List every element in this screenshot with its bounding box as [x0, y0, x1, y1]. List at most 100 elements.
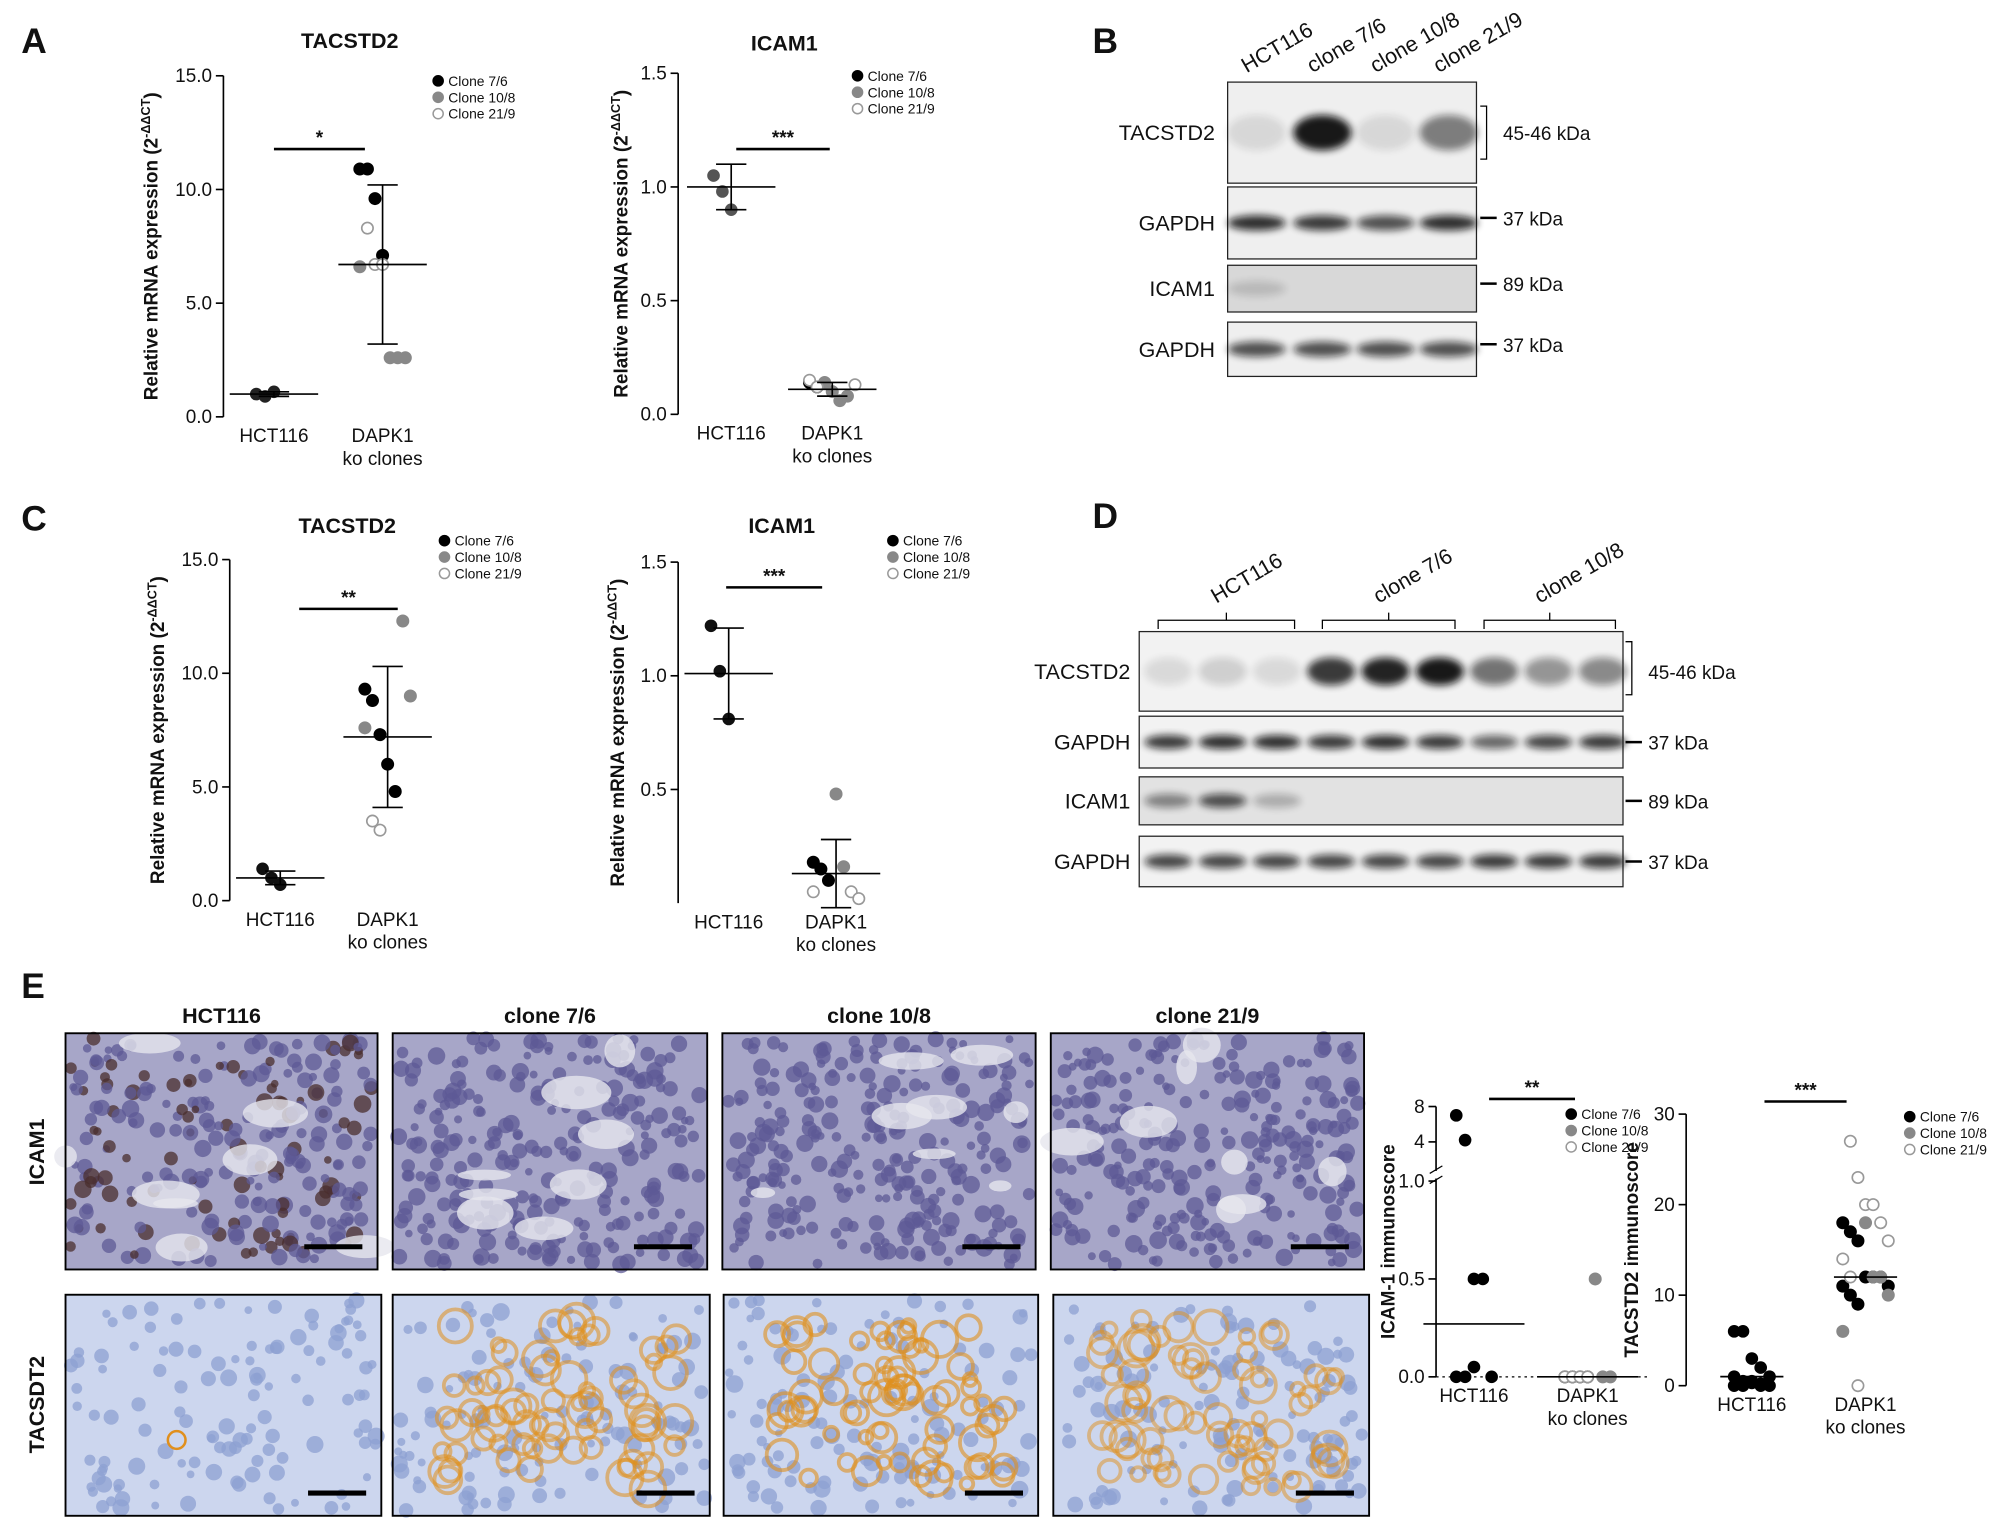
nucleus: [934, 1300, 947, 1313]
nucleus: [476, 1107, 486, 1117]
nucleus: [1073, 1355, 1090, 1372]
y-tick-label: 0.0: [192, 891, 218, 912]
nucleus: [310, 1214, 326, 1230]
nucleus: [437, 1233, 454, 1250]
error-bar: [820, 838, 852, 909]
nucleus: [84, 1454, 96, 1466]
nucleus: [320, 1173, 330, 1183]
nucleus: [883, 1075, 901, 1093]
nucleus: [1287, 1210, 1295, 1218]
x-tick-label: HCT116: [1439, 1386, 1508, 1407]
stain: [850, 1455, 883, 1488]
y-axis-label-part: Relative mRNA expression (2: [612, 135, 633, 397]
nucleus: [1319, 1186, 1337, 1204]
nucleus: [864, 1088, 876, 1099]
nucleus: [827, 1168, 837, 1177]
nucleus: [592, 1054, 602, 1064]
stroma: [118, 1032, 181, 1054]
nucleus: [610, 1426, 625, 1441]
legend-marker: [887, 551, 899, 563]
y-tick-label: 15.0: [182, 550, 219, 571]
y-tick-label: 0.5: [640, 291, 666, 312]
stain: [570, 1394, 589, 1413]
nucleus: [218, 1418, 235, 1435]
nucleus: [244, 1306, 253, 1315]
y-axis-label-part: Relative mRNA expression (2: [142, 138, 163, 400]
nucleus: [353, 1042, 363, 1052]
nucleus: [1062, 1434, 1077, 1449]
nucleus: [245, 1356, 255, 1366]
data-point: [1754, 1377, 1767, 1391]
legend-label: Clone 7/6: [455, 533, 515, 549]
nucleus: [113, 1478, 125, 1491]
nucleus: [408, 1188, 426, 1206]
stain: [973, 1393, 993, 1413]
bracket: [1480, 105, 1488, 160]
data-point: [388, 784, 402, 798]
nucleus: [169, 1124, 182, 1137]
column-title: clone 21/9: [1156, 1004, 1260, 1028]
nucleus: [1082, 1114, 1094, 1126]
nucleus: [752, 1294, 765, 1307]
stain: [1108, 1420, 1147, 1460]
nucleus: [149, 1479, 160, 1490]
nucleus: [105, 1058, 118, 1071]
nucleus: [894, 1470, 908, 1485]
nucleus: [838, 1354, 854, 1370]
nucleus: [487, 1253, 499, 1264]
data-point: [1836, 1324, 1850, 1338]
significance: ***: [1794, 1080, 1817, 1101]
column-title: HCT116: [182, 1004, 261, 1028]
nucleus: [834, 1056, 849, 1071]
data-point: [256, 862, 269, 876]
band: [1307, 854, 1356, 869]
stain: [1240, 1475, 1262, 1497]
nucleus: [946, 1037, 958, 1049]
data-point: [1458, 1133, 1472, 1147]
nucleus: [486, 1328, 496, 1339]
data-point: [1851, 1297, 1865, 1311]
nucleus: [90, 1054, 102, 1067]
nucleus: [390, 1128, 408, 1146]
stain: [873, 1365, 900, 1391]
stain: [1232, 1358, 1255, 1382]
stain: [660, 1323, 693, 1355]
nucleus: [959, 1039, 968, 1048]
stain: [1250, 1450, 1277, 1476]
nucleus: [1135, 1066, 1145, 1075]
band: [1356, 114, 1415, 151]
stain: [474, 1368, 502, 1397]
y-axis-label: Relative mRNA expression (2-ΔΔCT): [145, 576, 169, 884]
nucleus: [1020, 1433, 1037, 1450]
nucleus: [963, 1431, 979, 1448]
nucleus: [547, 1106, 556, 1115]
nucleus: [1176, 1240, 1188, 1252]
x-tick-label-line: DAPK1: [801, 424, 863, 445]
nucleus: [989, 1204, 1005, 1220]
nucleus: [787, 1211, 801, 1226]
nucleus: [965, 1233, 976, 1245]
group-bracket: [1483, 612, 1617, 630]
nucleus: [812, 1258, 823, 1269]
panel-letter: D: [1092, 497, 1118, 536]
y-tick-label: 0.5: [1398, 1269, 1424, 1290]
nucleus: [1317, 1347, 1335, 1365]
group-label: clone 10/8: [1530, 538, 1628, 608]
nucleus: [473, 1094, 484, 1105]
band: [1144, 657, 1193, 686]
nucleus: [529, 1070, 538, 1079]
nucleus: [1194, 1400, 1204, 1411]
nucleus: [1271, 1081, 1281, 1090]
nucleus: [921, 1081, 931, 1091]
nucleus: [234, 1194, 250, 1209]
x-tick-label: DAPK1 ko clones: [343, 426, 423, 470]
nucleus: [315, 1356, 326, 1366]
nucleus: [176, 1103, 188, 1116]
stain: [549, 1360, 589, 1399]
data-point: [358, 721, 372, 735]
nucleus: [674, 1462, 689, 1476]
stain: [490, 1338, 519, 1367]
nucleus: [724, 1368, 734, 1377]
nucleus: [525, 1167, 533, 1176]
y-tick-label: 0.0: [640, 405, 666, 426]
